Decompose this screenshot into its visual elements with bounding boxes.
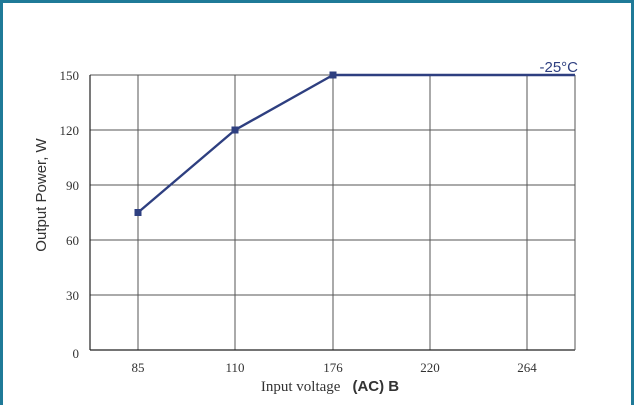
data-point-85 <box>134 209 142 216</box>
data-point-110 <box>231 126 239 134</box>
y-tick-label-30: 30 <box>66 288 79 303</box>
y-tick-label-150: 150 <box>60 68 80 83</box>
y-tick-labels: 0 30 60 90 120 150 <box>60 68 80 361</box>
y-tick-label-90: 90 <box>66 178 79 193</box>
y-tick-label-60: 60 <box>66 233 79 248</box>
x-axis-label-main: Input voltage <box>261 379 341 395</box>
series-line-0 <box>137 73 575 214</box>
x-axis-label-unit: (AC) B <box>352 378 399 395</box>
x-tick-label-110: 110 <box>225 360 244 375</box>
x-axis-label: Input voltage (AC) B <box>261 378 399 395</box>
x-tick-labels: 85 110 176 220 264 <box>132 360 538 375</box>
x-tick-label-176: 176 <box>323 360 343 375</box>
series-label-0: -25°C <box>539 59 578 76</box>
x-tick-label-264: 264 <box>517 360 537 375</box>
x-tick-label-220: 220 <box>420 360 440 375</box>
grid <box>89 74 576 351</box>
y-tick-label-120: 120 <box>60 123 80 138</box>
series-layer: -25°C <box>134 59 578 216</box>
data-point-176 <box>329 71 337 79</box>
y-tick-label-0: 0 <box>73 346 80 361</box>
y-axis-label: Output Power, W <box>33 137 50 251</box>
x-tick-label-85: 85 <box>132 360 145 375</box>
